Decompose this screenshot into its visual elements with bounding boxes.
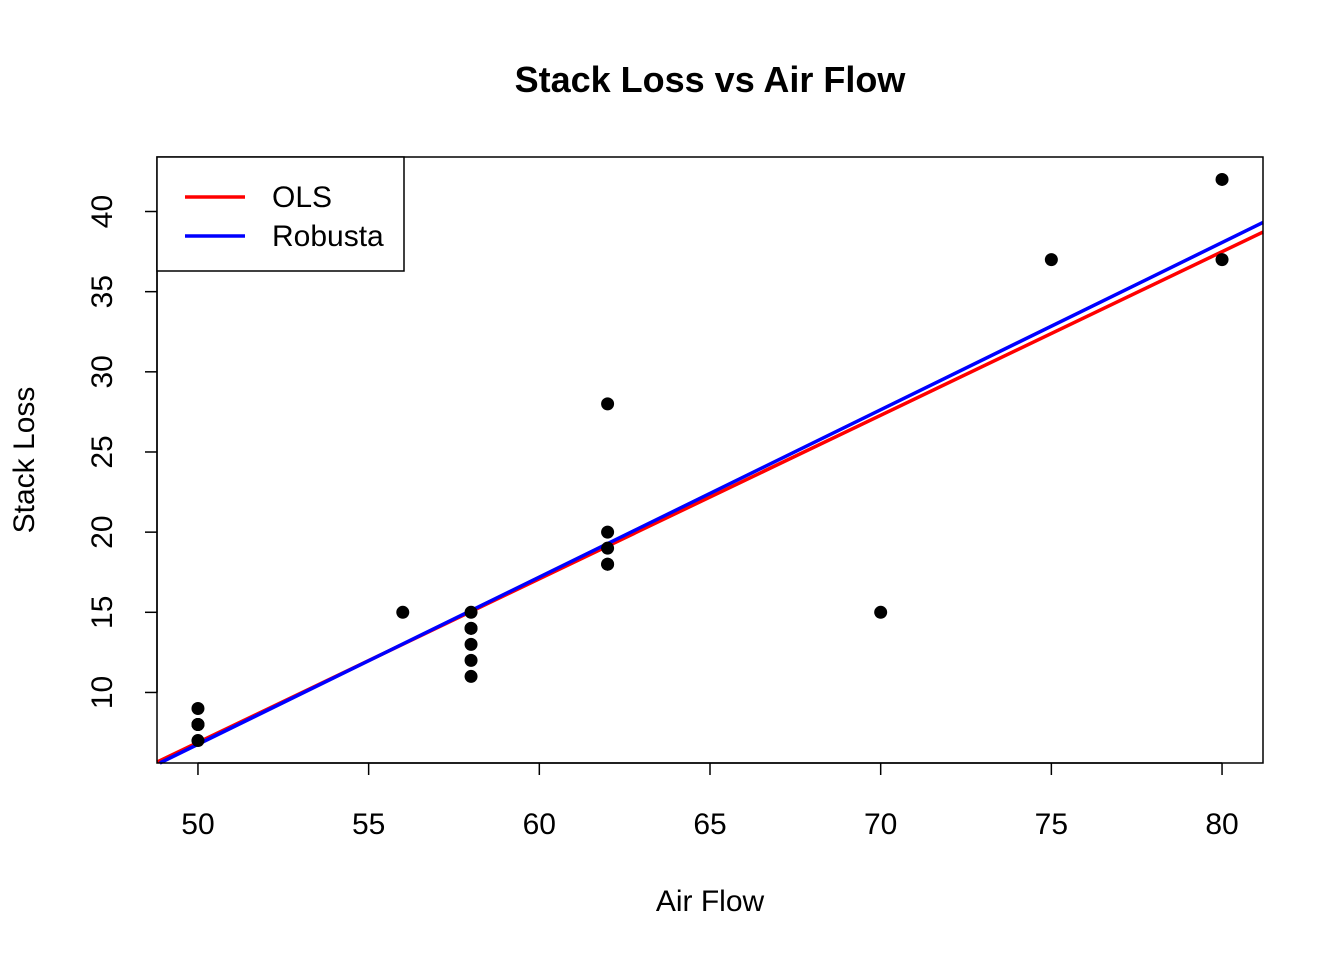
data-point [464,605,478,619]
fit-lines [156,220,1264,765]
y-tick-label: 10 [86,676,119,709]
fit-line-robusta [159,220,1264,765]
legend: OLS Robusta [156,156,405,272]
data-points [191,172,1229,748]
chart-title: Stack Loss vs Air Flow [515,59,907,100]
y-axis-label: Stack Loss [8,387,41,534]
legend-label-ols: OLS [272,181,332,214]
y-tick-label: 20 [86,515,119,548]
data-point [191,718,205,732]
data-point [191,734,205,748]
data-point [464,669,478,683]
data-point [601,525,615,539]
data-point [191,701,205,715]
x-tick-label: 75 [1035,808,1068,841]
data-point [1215,253,1229,267]
data-point [601,397,615,411]
y-tick-label: 40 [86,195,119,228]
data-point [464,621,478,635]
data-point [1044,253,1058,267]
data-point [601,541,615,555]
y-tick-label: 35 [86,275,119,308]
data-point [874,605,888,619]
data-point [396,605,410,619]
y-axis: 10 15 20 25 30 35 40 [86,195,158,709]
legend-box [156,156,405,272]
data-point [464,653,478,667]
y-tick-label: 15 [86,596,119,629]
x-tick-label: 80 [1205,808,1238,841]
legend-label-robusta: Robusta [272,220,384,253]
y-tick-label: 30 [86,355,119,388]
x-tick-label: 65 [693,808,726,841]
x-axis-label: Air Flow [656,885,765,918]
plot-frame [156,156,1264,764]
x-axis: 50 55 60 65 70 75 80 [181,762,1239,841]
data-point [464,637,478,651]
x-tick-label: 50 [181,808,214,841]
x-tick-label: 60 [523,808,556,841]
x-tick-label: 70 [864,808,897,841]
data-point [1215,172,1229,186]
x-tick-label: 55 [352,808,385,841]
y-tick-label: 25 [86,435,119,468]
data-point [601,557,615,571]
